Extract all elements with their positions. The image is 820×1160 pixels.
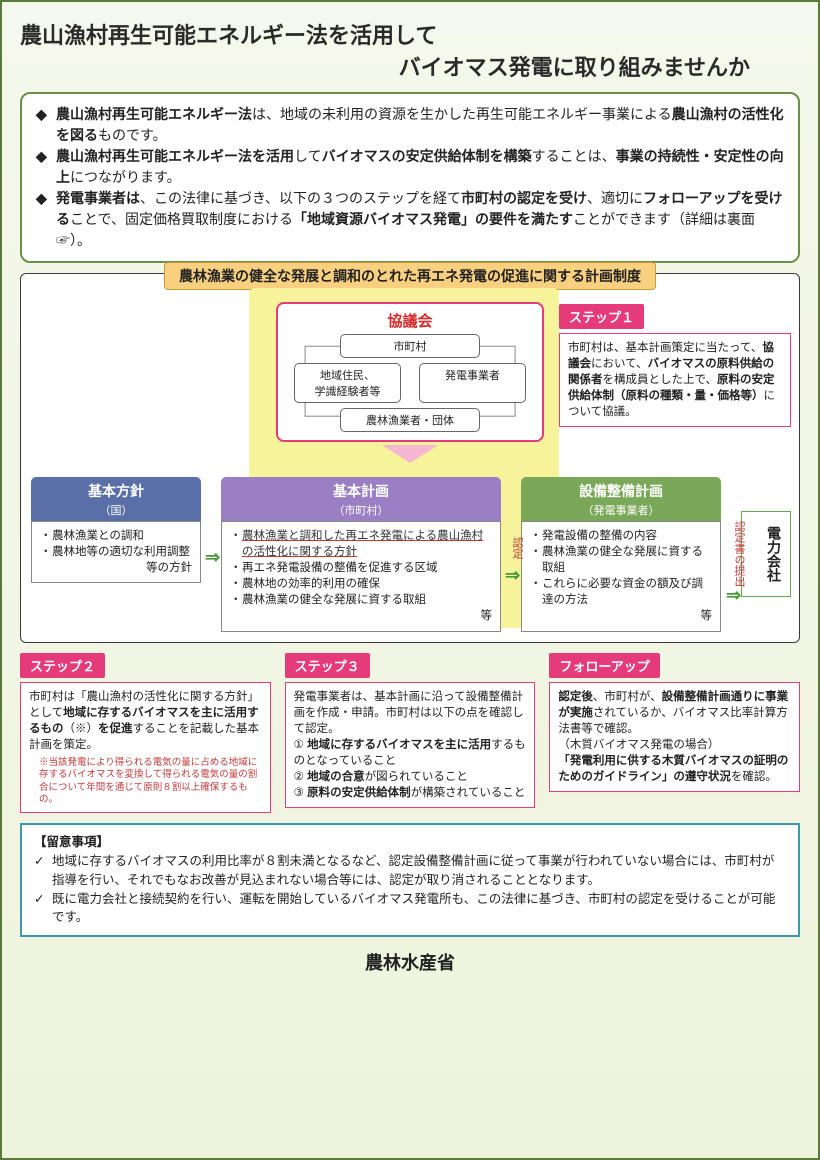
step2-body: 市町村は「農山漁村の活性化に関する方針」として地域に存するバイオマスを主に活用す… [20,682,271,814]
policy-tail: 等の方針 [40,560,192,576]
policy-item: 農林地等の適切な利用調整 [40,544,192,560]
basic-plan-body: 農林漁業と調和した再エネ発電による農山漁村の活性化に関する方針 再エネ発電設備の… [221,521,501,632]
frame-title: 農林漁業の健全な発展と調和のとれた再エネ発電の促進に関する計画制度 [164,262,656,290]
summary-item: ◆農山漁村再生可能エネルギー法は、地域の未利用の資源を生かした再生可能エネルギー… [36,104,784,146]
page-title: 農山漁村再生可能エネルギー法を活用して バイオマス発電に取り組みませんか [20,18,800,82]
system-frame: 農林漁業の健全な発展と調和のとれた再エネ発電の促進に関する計画制度 ステップ１ … [20,273,800,643]
summary-box: ◆農山漁村再生可能エネルギー法は、地域の未利用の資源を生かした再生可能エネルギー… [20,92,800,263]
step-row: ステップ２ 市町村は「農山漁村の活性化に関する方針」として地域に存するバイオマス… [20,653,800,814]
step1-badge: ステップ１ [559,304,644,329]
arrow-down-icon [382,445,438,463]
step1-body: 市町村は、基本計画策定に当たって、協議会において、バイオマスの原料供給の関係者を… [559,333,791,427]
caution-title: 【留意事項】 [34,833,786,852]
caution-item: ✓既に電力会社と接続契約を行い、運転を開始しているバイオマス発電所も、この法律に… [34,890,786,928]
title-line2: バイオマス発電に取り組みませんか [20,50,800,82]
arrow-right-icon: ⇒ [205,547,220,568]
plan-item: 農林地の効率的利用の確保 [230,576,492,592]
council-grid: 市町村 地域住民、 学識経験者等 発電事業者 農林漁業者・団体 [294,334,526,432]
summary-item: ◆農山漁村再生可能エネルギー法を活用してバイオマスの安定供給体制を構築することは… [36,146,784,188]
caution-item: ✓地域に存するバイオマスの利用比率が８割未満となるなど、認定設備整備計画に従って… [34,852,786,890]
title-line1: 農山漁村再生可能エネルギー法を活用して [20,18,800,50]
summary-text: 農山漁村再生可能エネルギー法を活用してバイオマスの安定供給体制を構築することは、… [56,146,784,188]
caution-text: 地域に存するバイオマスの利用比率が８割未満となるなど、認定設備整備計画に従って事… [52,852,786,890]
step2-col: ステップ２ 市町村は「農山漁村の活性化に関する方針」として地域に存するバイオマス… [20,653,271,814]
basic-policy-col: 基本方針 （国） 農林漁業との調和 農林地等の適切な利用調整 等の方針 [31,477,201,583]
step1-callout: ステップ１ 市町村は、基本計画策定に当たって、協議会において、バイオマスの原料供… [559,304,791,427]
basic-plan-col: 基本計画 （市町村） 農林漁業と調和した再エネ発電による農山漁村の活性化に関する… [221,477,501,632]
footer-org: 農林水産省 [20,949,800,975]
plan-item: 再エネ発電設備の整備を促進する区域 [230,560,492,576]
arrow-right-icon: ⇒ [505,565,520,586]
step2-text: 市町村は「農山漁村の活性化に関する方針」として地域に存するバイオマスを主に活用す… [29,689,262,753]
summary-text: 発電事業者は、この法律に基づき、以下の３つのステップを経て市町村の認定を受け、適… [56,188,784,251]
summary-text: 農山漁村再生可能エネルギー法は、地域の未利用の資源を生かした再生可能エネルギー事… [56,104,784,146]
basic-policy-header: 基本方針 [31,477,201,502]
caution-box: 【留意事項】 ✓地域に存するバイオマスの利用比率が８割未満となるなど、認定設備整… [20,823,800,937]
facility-item: 農林漁業の健全な発展に資する取組 [530,544,712,576]
council-label: 協議会 [294,310,526,331]
council-node-left: 地域住民、 学識経験者等 [294,363,401,403]
submit-label: 認定書の提出 [731,521,747,587]
plan-tail: 等 [230,608,492,624]
caution-text: 既に電力会社と接続契約を行い、運転を開始しているバイオマス発電所も、この法律に基… [52,890,786,928]
council-node-bottom: 農林漁業者・団体 [340,408,479,432]
council-node-top: 市町村 [340,334,479,358]
followup-badge: フォローアップ [549,653,659,678]
nintei-label: 認定 [509,537,525,559]
basic-policy-sub: （国） [31,502,201,521]
basic-plan-header: 基本計画 [221,477,501,502]
facility-plan-sub: （発電事業者） [521,502,721,521]
facility-plan-body: 発電設備の整備の内容 農林漁業の健全な発展に資する取組 これらに必要な資金の額及… [521,521,721,632]
plan-columns: 基本方針 （国） 農林漁業との調和 農林地等の適切な利用調整 等の方針 基本計画… [31,477,789,632]
arrow-right-icon: ⇒ [726,585,741,606]
step2-note: ※当該発電により得られる電気の量に占める地域に存するバイオマスを変換して得られる… [29,757,262,806]
step3-col: ステップ３ 発電事業者は、基本計画に沿って設備整備計画を作成・申請。市町村は以下… [285,653,536,814]
followup-col: フォローアップ 認定後、市町村が、設備整備計画通りに事業が実施されているか、バイ… [549,653,800,814]
council-box: 協議会 市町村 地域住民、 学識経験者等 発電事業者 農林漁業者・団体 [276,302,544,442]
basic-plan-underline: 農林漁業と調和した再エネ発電による農山漁村の活性化に関する方針 [242,530,483,558]
facility-tail: 等 [530,608,712,624]
power-company-box: 電力会社 [741,511,791,597]
basic-policy-body: 農林漁業との調和 農林地等の適切な利用調整 等の方針 [31,521,201,583]
step3-body: 発電事業者は、基本計画に沿って設備整備計画を作成・申請。市町村は以下の点を確認し… [285,682,536,809]
step2-badge: ステップ２ [20,653,105,678]
policy-item: 農林漁業との調和 [40,528,192,544]
followup-body: 認定後、市町村が、設備整備計画通りに事業が実施されているか、バイオマス比率計算方… [549,682,800,793]
summary-item: ◆発電事業者は、この法律に基づき、以下の３つのステップを経て市町村の認定を受け、… [36,188,784,251]
facility-item: これらに必要な資金の額及び調達の方法 [530,576,712,608]
plan-item: 農林漁業の健全な発展に資する取組 [230,592,492,608]
check-icon: ✓ [34,890,52,928]
basic-plan-sub: （市町村） [221,502,501,521]
check-icon: ✓ [34,852,52,890]
council-node-right: 発電事業者 [419,363,526,403]
step3-badge: ステップ３ [285,653,370,678]
facility-plan-col: 設備整備計画 （発電事業者） 発電設備の整備の内容 農林漁業の健全な発展に資する… [521,477,721,632]
facility-plan-header: 設備整備計画 [521,477,721,502]
facility-item: 発電設備の整備の内容 [530,528,712,544]
